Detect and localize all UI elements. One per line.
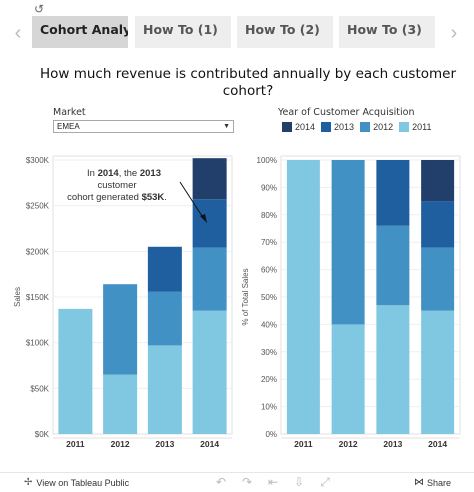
sales-bar-2013-cohort-2013	[147, 246, 182, 292]
sales-y-tick-label: $150K	[26, 293, 50, 302]
page-title: How much revenue is contributed annually…	[39, 66, 457, 99]
percent-bar-2011-cohort-2011	[286, 160, 320, 434]
annotation-line-3: cohort generated $53K.	[67, 192, 167, 203]
story-navigation: ↺ ‹ Cohort Analysis How To (1) How To (2…	[0, 0, 474, 50]
undo-icon[interactable]: ↶	[215, 475, 227, 489]
share-button[interactable]: ⋈ Share	[414, 477, 452, 488]
next-arrow-icon[interactable]: ›	[450, 22, 458, 44]
percent-bar-2012-cohort-2012	[331, 160, 365, 325]
percent-bar-2014-cohort-2013	[421, 201, 455, 248]
percent-y-tick-label: 60%	[261, 266, 277, 275]
annotation-line-2: customer	[97, 180, 136, 191]
sales-y-tick-label: $250K	[26, 202, 50, 211]
sales-x-tick-label: 2014	[200, 439, 219, 449]
previous-arrow-icon[interactable]: ‹	[14, 22, 22, 44]
fullscreen-icon[interactable]: ⤢	[320, 475, 330, 489]
sales-bar-2014-cohort-2012	[192, 247, 227, 311]
sales-y-tick-label: $50K	[30, 384, 49, 393]
charts-area: $0K $50K $100K $150K $200K $250K $300K Sales 201…	[13, 155, 461, 449]
percent-y-tick-label: 80%	[261, 211, 277, 220]
market-dropdown[interactable]: EMEA ▼	[53, 120, 234, 133]
sales-bar-2014-cohort-2013	[192, 199, 227, 248]
legend-swatch	[360, 122, 371, 132]
percent-y-tick-label: 50%	[261, 293, 277, 302]
percent-bar-2012-cohort-2011	[331, 324, 365, 434]
percent-y-tick-label: 10%	[261, 403, 277, 412]
redo-icon[interactable]: ↷	[241, 475, 253, 489]
sales-bar-2014-cohort-2011	[192, 310, 227, 434]
percent-y-tick-label: 0%	[265, 430, 277, 439]
sales-y-axis-label: Sales	[13, 287, 22, 307]
sales-chart: $0K $50K $100K $150K $200K $250K $300K Sales 201…	[13, 155, 233, 449]
legend-swatch	[321, 122, 332, 132]
sales-y-tick-label: $300K	[26, 156, 50, 165]
annotation-arrow-line	[179, 181, 205, 220]
sales-bar-2014-cohort-2014	[192, 158, 227, 200]
percent-y-tick-label: 100%	[257, 156, 277, 165]
market-filter-label: Market	[53, 107, 86, 118]
sales-bar-2013-cohort-2011	[147, 345, 182, 434]
percent-y-tick-label: 70%	[261, 238, 277, 247]
sales-y-tick-label: $0K	[35, 430, 50, 439]
percent-frame	[280, 155, 461, 435]
tab-cohort-analysis[interactable]: Cohort Analysis	[32, 16, 128, 48]
percent-x-tick-label: 2011	[294, 439, 313, 449]
toolbar-icons: ↶ ↷ ⇤ ⇩ ⤢	[214, 475, 332, 490]
chevron-down-icon: ▼	[223, 123, 230, 130]
sales-bar-2011-cohort-2011	[58, 308, 93, 434]
annotation: In 2014, the 2013 customer cohort genera…	[67, 168, 207, 223]
sales-y-tick-label: $100K	[26, 339, 50, 348]
sales-bar-2013-cohort-2012	[147, 291, 182, 346]
legend-item-2012[interactable]: 2012	[360, 121, 393, 133]
refresh-icon[interactable]: ↺	[34, 2, 45, 16]
percent-y-axis-label: % of Total Sales	[241, 268, 250, 325]
percent-x-tick-label: 2014	[428, 439, 447, 449]
sales-bar-2012-cohort-2011	[103, 374, 138, 434]
legend-swatch	[399, 122, 410, 132]
sales-x-tick-label: 2012	[111, 439, 130, 449]
percent-of-total-chart: 0% 10% 20% 30% 40% 50% 60% 70% 80% 90% 100% % of To…	[241, 155, 461, 449]
legend-title: Year of Customer Acquisition	[278, 107, 415, 118]
sales-x-tick-label: 2011	[66, 439, 85, 449]
legend-item-2011[interactable]: 2011	[399, 121, 431, 133]
download-icon[interactable]: ⇩	[293, 475, 305, 489]
tab-how-to-1[interactable]: How To (1)	[135, 16, 231, 48]
percent-bar-2013-cohort-2012	[376, 225, 410, 306]
percent-bar-2014-cohort-2011	[421, 310, 455, 434]
percent-y-tick-label: 30%	[261, 348, 277, 357]
percent-x-tick-label: 2013	[383, 439, 402, 449]
sales-x-tick-label: 2013	[155, 439, 174, 449]
legend: 2014 2013 2012 2011	[282, 121, 431, 133]
legend-item-2014[interactable]: 2014	[282, 121, 315, 133]
sales-frame	[52, 155, 233, 435]
revert-icon[interactable]: ⇤	[267, 475, 279, 489]
percent-bar-2014-cohort-2012	[421, 247, 455, 311]
sales-y-tick-label: $200K	[26, 247, 50, 256]
percent-y-tick-label: 90%	[261, 183, 277, 192]
annotation-arrow-head	[200, 214, 207, 223]
tab-how-to-2[interactable]: How To (2)	[237, 16, 333, 48]
tableau-toolbar: ✢ View on Tableau Public ↶ ↷ ⇤ ⇩ ⤢ ⋈ Sha…	[0, 472, 474, 492]
percent-x-tick-label: 2012	[339, 439, 358, 449]
market-dropdown-value: EMEA	[57, 122, 80, 131]
sales-bar-2012-cohort-2012	[103, 284, 138, 375]
percent-bar-2013-cohort-2011	[376, 305, 410, 434]
percent-bar-2013-cohort-2013	[376, 160, 410, 226]
percent-bar-2014-cohort-2014	[421, 160, 455, 202]
tableau-logo-icon: ✢	[24, 477, 33, 488]
legend-swatch	[282, 122, 292, 132]
tab-how-to-3[interactable]: How To (3)	[339, 16, 435, 48]
share-icon: ⋈	[414, 477, 424, 488]
annotation-line-1: In 2014, the 2013	[87, 168, 161, 179]
view-on-tableau-link[interactable]: ✢ View on Tableau Public	[24, 477, 130, 488]
percent-y-tick-label: 40%	[261, 320, 277, 329]
percent-y-tick-label: 20%	[261, 375, 277, 384]
legend-item-2013[interactable]: 2013	[321, 121, 354, 133]
